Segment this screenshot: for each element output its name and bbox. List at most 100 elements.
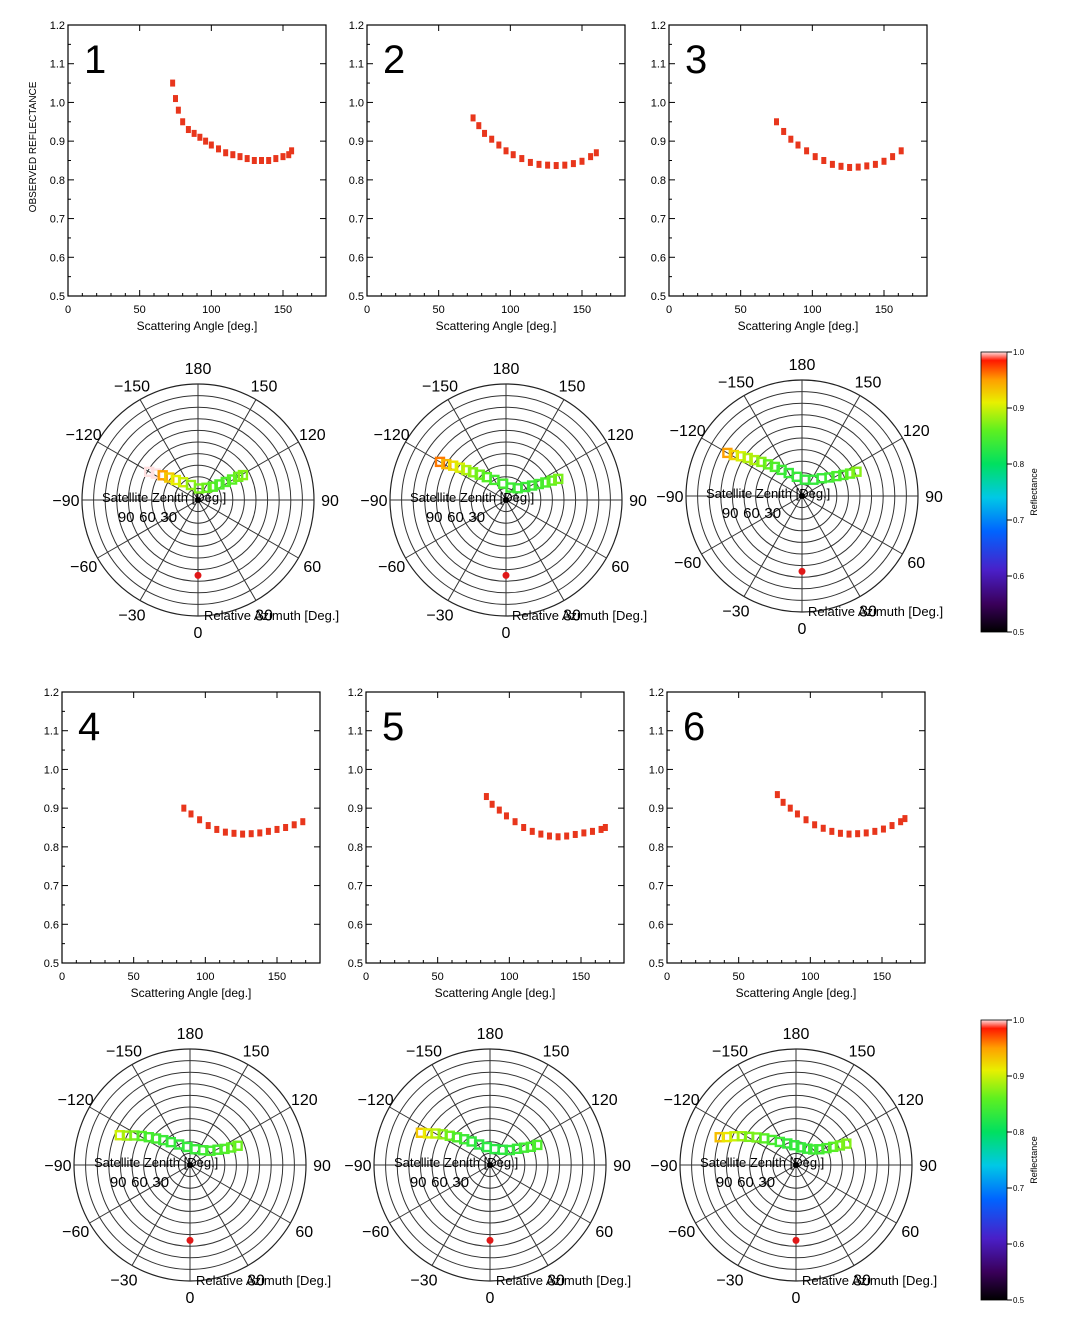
scatter-point [812, 821, 818, 829]
y-tick-label: 0.6 [348, 919, 363, 931]
polar-spoke [695, 1164, 797, 1224]
polar-center [793, 1162, 799, 1168]
y-tick-label: 1.1 [649, 726, 664, 738]
polar-observation-point [789, 1139, 800, 1151]
scatter-point [898, 147, 904, 155]
polar-angle-label: 180 [493, 361, 520, 378]
y-tick-label: 0.6 [349, 252, 364, 264]
polar-panel-2: 1801501209060300−30−60−90−120−150306090S… [360, 361, 647, 642]
plot-frame [366, 24, 626, 297]
scatter-point [205, 822, 211, 830]
sun-marker [502, 571, 510, 579]
scatter-point [512, 818, 518, 826]
polar-observation-point [540, 477, 551, 488]
scatter-point [280, 153, 286, 161]
relative-azimuth-label: Relative Azimuth [Deg.] [204, 608, 339, 623]
polar-angle-label: −90 [344, 1158, 371, 1175]
scatter-point [503, 812, 509, 820]
polar-observation-point [225, 1142, 237, 1153]
x-tick-label: 150 [875, 304, 893, 316]
colorbar-tick-label: 0.6 [1013, 1240, 1025, 1249]
scatter-point [774, 791, 780, 799]
y-tick-label: 1.0 [348, 764, 363, 776]
polar-angle-label: 120 [607, 427, 634, 444]
polar-angle-label: 120 [291, 1092, 318, 1109]
scatter-point [855, 163, 861, 171]
polar-observation-point [802, 1143, 813, 1154]
polar-spoke [389, 1164, 491, 1224]
scatter-point [855, 830, 861, 838]
colorbar-tick-label: 0.7 [1013, 1184, 1025, 1193]
x-tick-label: 0 [666, 304, 672, 316]
polar-observation-point [844, 468, 856, 479]
scatter-point [170, 79, 176, 87]
scatter-point [872, 827, 878, 835]
polar-angle-label: 90 [919, 1158, 937, 1175]
y-tick-label: 0.8 [348, 842, 363, 854]
polar-center [799, 493, 805, 499]
panel-number: 1 [84, 38, 106, 82]
y-tick-label: 1.2 [349, 20, 364, 32]
colorbar-tick-label: 0.8 [1013, 1128, 1025, 1137]
polar-spoke [489, 1164, 591, 1224]
scatter-point [837, 829, 843, 837]
polar-spoke [97, 441, 199, 501]
polar-angle-label: 0 [194, 625, 203, 642]
polar-radial-label: 30 [758, 1174, 775, 1191]
scatter-point [527, 158, 533, 166]
colorbar-gradient [980, 351, 1008, 633]
polar-observation-point [821, 1142, 832, 1154]
scatter-point [265, 827, 271, 835]
colorbar-1: 1.0 0.9 0.8 0.7 0.6 0.5 Reflectance [980, 348, 1039, 637]
polar-radial-label: 60 [447, 509, 464, 526]
polar-observation-point [454, 462, 466, 473]
scatter-point [898, 818, 904, 826]
y-tick-label: 0.8 [649, 842, 664, 854]
polar-observation-point [226, 474, 238, 485]
polar-angle-label: 90 [613, 1158, 631, 1175]
sun-marker [486, 1236, 494, 1244]
scatter-point [774, 118, 779, 126]
polar-angle-label: 0 [502, 625, 511, 642]
scatter-point [787, 804, 793, 812]
x-axis-label: Scattering Angle [deg.] [131, 986, 252, 1000]
scatter-point [781, 127, 787, 135]
x-axis-label: Scattering Angle [deg.] [436, 319, 557, 333]
scatter-point [564, 832, 570, 840]
scatter-panel-1: 0.5 0.6 0.7 0.8 0.9 1.0 1.1 1.2 0 50 100 150 Scatter… [28, 20, 327, 333]
scatter-point [175, 106, 181, 114]
polar-spoke [89, 1164, 191, 1224]
scatter-point [829, 160, 835, 168]
polar-angle-label: 30 [247, 1272, 265, 1289]
polar-radial-label: 30 [152, 1174, 169, 1191]
x-tick-label: 150 [268, 971, 286, 983]
polar-angle-label: −120 [66, 427, 102, 444]
y-tick-label: 0.6 [649, 919, 664, 931]
polar-angle-label: −150 [106, 1044, 142, 1061]
polar-panel-1: 1801501209060300−30−60−90−120−150306090S… [52, 361, 339, 642]
scatter-point [259, 157, 264, 164]
polar-radial-label: 30 [468, 509, 485, 526]
scatter-point [286, 151, 292, 159]
polar-observation-point [795, 1142, 806, 1153]
panel-number: 5 [382, 705, 404, 749]
y-tick-label: 0.6 [50, 252, 65, 264]
y-tick-label: 0.9 [649, 803, 664, 815]
polar-spoke [405, 499, 507, 559]
polar-observation-point [526, 480, 538, 491]
plot-frame [668, 24, 928, 297]
polar-spoke [189, 1164, 249, 1266]
polar-angle-label: 180 [185, 361, 212, 378]
polar-observation-point [219, 1143, 230, 1155]
scatter-point [482, 129, 488, 137]
satellite-zenith-label: Satellite Zenith [Deg.] [706, 486, 830, 501]
scatter-point [545, 161, 551, 169]
y-tick-label: 0.8 [349, 175, 364, 187]
polar-spoke [795, 1164, 897, 1224]
scatter-point [902, 815, 908, 823]
polar-angle-label: 0 [486, 1290, 495, 1307]
sun-marker [194, 571, 202, 579]
y-tick-label: 0.5 [44, 958, 59, 970]
y-tick-label: 0.7 [50, 214, 65, 226]
polar-angle-label: −30 [110, 1272, 137, 1289]
